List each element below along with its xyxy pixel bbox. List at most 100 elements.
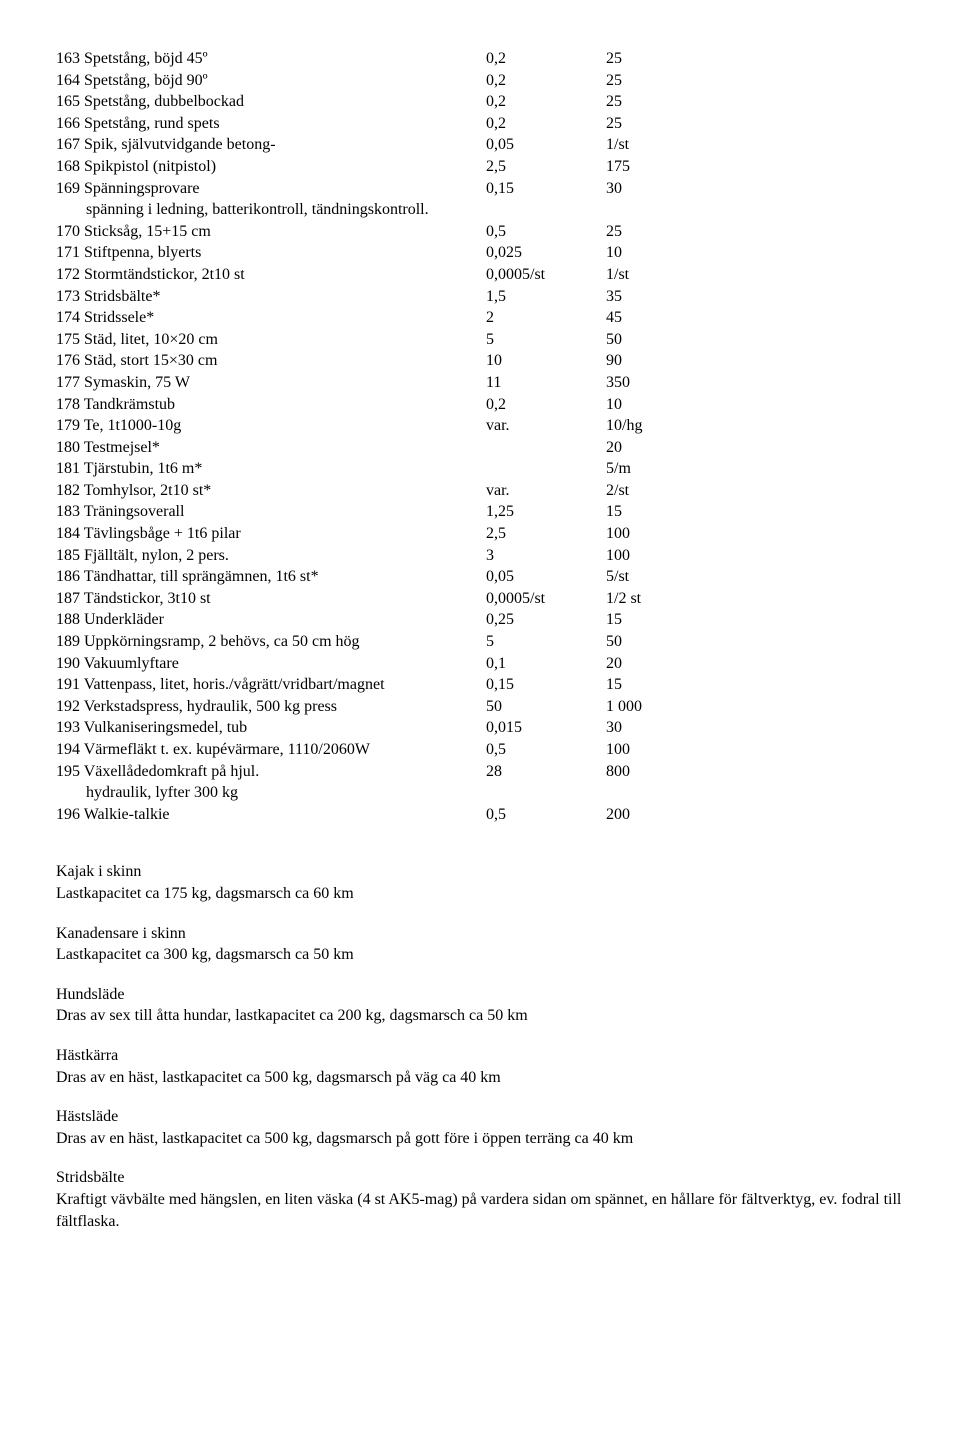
table-row: 174 Stridssele*245 <box>56 307 904 329</box>
row-value-1: 50 <box>486 696 606 718</box>
row-note: spänning i ledning, batterikontroll, tän… <box>56 199 516 221</box>
row-value-2: 25 <box>606 48 726 70</box>
row-desc: 170 Sticksåg, 15+15 cm <box>56 221 486 243</box>
row-value-2: 20 <box>606 653 726 675</box>
table-row: 187 Tändstickor, 3t10 st0,0005/st1/2 st <box>56 588 904 610</box>
row-desc: 172 Stormtändstickor, 2t10 st <box>56 264 486 286</box>
row-value-2: 800 <box>606 761 726 783</box>
section: Kanadensare i skinnLastkapacitet ca 300 … <box>56 923 904 966</box>
row-desc: 165 Spetstång, dubbelbockad <box>56 91 486 113</box>
row-desc: 190 Vakuumlyftare <box>56 653 486 675</box>
row-value-2: 25 <box>606 113 726 135</box>
row-desc: 196 Walkie-talkie <box>56 804 486 826</box>
row-value-1: 0,025 <box>486 242 606 264</box>
section: StridsbälteKraftigt vävbälte med hängsle… <box>56 1167 904 1232</box>
row-value-2: 30 <box>606 178 726 200</box>
row-value-1: 0,2 <box>486 70 606 92</box>
row-value-1: 0,05 <box>486 566 606 588</box>
table-row: 196 Walkie-talkie0,5200 <box>56 804 904 826</box>
row-value-1: 2 <box>486 307 606 329</box>
row-value-1: 0,05 <box>486 134 606 156</box>
description-sections: Kajak i skinnLastkapacitet ca 175 kg, da… <box>56 861 904 1232</box>
row-desc: 194 Värmefläkt t. ex. kupévärmare, 1110/… <box>56 739 486 761</box>
row-value-1: 28 <box>486 761 606 783</box>
row-value-2: 25 <box>606 91 726 113</box>
row-desc: 168 Spikpistol (nitpistol) <box>56 156 486 178</box>
row-value-2: 1 000 <box>606 696 726 718</box>
table-row: 179 Te, 1t1000-10gvar.10/hg <box>56 415 904 437</box>
table-row: 171 Stiftpenna, blyerts0,02510 <box>56 242 904 264</box>
row-value-2: 1/st <box>606 134 726 156</box>
row-value-2: 175 <box>606 156 726 178</box>
row-value-2: 15 <box>606 609 726 631</box>
row-value-1: 10 <box>486 350 606 372</box>
row-desc: 192 Verkstadspress, hydraulik, 500 kg pr… <box>56 696 486 718</box>
row-value-1: 1,25 <box>486 501 606 523</box>
row-value-2: 30 <box>606 717 726 739</box>
row-value-1: 0,15 <box>486 178 606 200</box>
row-value-2: 10/hg <box>606 415 726 437</box>
table-row: 181 Tjärstubin, 1t6 m*5/m <box>56 458 904 480</box>
section-title: Kanadensare i skinn <box>56 923 904 945</box>
row-desc: 180 Testmejsel* <box>56 437 486 459</box>
table-row: 175 Städ, litet, 10×20 cm550 <box>56 329 904 351</box>
section: HundslädeDras av sex till åtta hundar, l… <box>56 984 904 1027</box>
row-desc: 167 Spik, självutvidgande betong- <box>56 134 486 156</box>
table-row: 177 Symaskin, 75 W11350 <box>56 372 904 394</box>
row-value-1: 0,5 <box>486 804 606 826</box>
table-row: 169 Spänningsprovare0,1530 <box>56 178 904 200</box>
row-value-2: 2/st <box>606 480 726 502</box>
table-row: 184 Tävlingsbåge + 1t6 pilar2,5100 <box>56 523 904 545</box>
row-value-1: 0,2 <box>486 394 606 416</box>
row-desc: 173 Stridsbälte* <box>56 286 486 308</box>
row-value-2: 20 <box>606 437 726 459</box>
table-row: 185 Fjälltält, nylon, 2 pers.3100 <box>56 545 904 567</box>
row-value-2: 200 <box>606 804 726 826</box>
section: HästkärraDras av en häst, lastkapacitet … <box>56 1045 904 1088</box>
row-desc: 189 Uppkörningsramp, 2 behövs, ca 50 cm … <box>56 631 486 653</box>
row-desc: 193 Vulkaniseringsmedel, tub <box>56 717 486 739</box>
section-body: Kraftigt vävbälte med hängslen, en liten… <box>56 1189 904 1232</box>
section-body: Lastkapacitet ca 175 kg, dagsmarsch ca 6… <box>56 883 904 905</box>
row-value-2: 50 <box>606 329 726 351</box>
row-desc: 163 Spetstång, böjd 45º <box>56 48 486 70</box>
row-desc: 178 Tandkrämstub <box>56 394 486 416</box>
row-desc: 183 Träningsoverall <box>56 501 486 523</box>
table-row: 191 Vattenpass, litet, horis./vågrätt/vr… <box>56 674 904 696</box>
section-title: Stridsbälte <box>56 1167 904 1189</box>
table-row: 163 Spetstång, böjd 45º0,225 <box>56 48 904 70</box>
row-value-1: 0,2 <box>486 48 606 70</box>
row-desc: 176 Städ, stort 15×30 cm <box>56 350 486 372</box>
table-row: 192 Verkstadspress, hydraulik, 500 kg pr… <box>56 696 904 718</box>
table-row: 173 Stridsbälte*1,535 <box>56 286 904 308</box>
row-value-1: 1,5 <box>486 286 606 308</box>
table-row: 180 Testmejsel* 20 <box>56 437 904 459</box>
table-row: 188 Underkläder0,2515 <box>56 609 904 631</box>
row-value-1: 0,0005/st <box>486 588 606 610</box>
table-row: 183 Träningsoverall1,2515 <box>56 501 904 523</box>
section-body: Dras av sex till åtta hundar, lastkapaci… <box>56 1005 904 1027</box>
row-value-2: 100 <box>606 523 726 545</box>
row-value-1: 5 <box>486 329 606 351</box>
section-title: Hästsläde <box>56 1106 904 1128</box>
table-row: 182 Tomhylsor, 2t10 st*var.2/st <box>56 480 904 502</box>
table-row: 172 Stormtändstickor, 2t10 st0,0005/st1/… <box>56 264 904 286</box>
row-value-2: 100 <box>606 545 726 567</box>
table-row: 186 Tändhattar, till sprängämnen, 1t6 st… <box>56 566 904 588</box>
table-row: 194 Värmefläkt t. ex. kupévärmare, 1110/… <box>56 739 904 761</box>
row-desc: 195 Växellådedomkraft på hjul. <box>56 761 486 783</box>
table-row: 190 Vakuumlyftare0,120 <box>56 653 904 675</box>
row-value-2: 10 <box>606 242 726 264</box>
row-value-2: 45 <box>606 307 726 329</box>
table-row: 166 Spetstång, rund spets0,225 <box>56 113 904 135</box>
table-row: 170 Sticksåg, 15+15 cm0,525 <box>56 221 904 243</box>
row-value-1: 0,2 <box>486 113 606 135</box>
row-value-1: 0,5 <box>486 221 606 243</box>
row-note: hydraulik, lyfter 300 kg <box>56 782 516 804</box>
row-value-1: 3 <box>486 545 606 567</box>
row-value-2: 10 <box>606 394 726 416</box>
table-row: 195 Växellådedomkraft på hjul.28800 <box>56 761 904 783</box>
section-body: Dras av en häst, lastkapacitet ca 500 kg… <box>56 1128 904 1150</box>
section-body: Dras av en häst, lastkapacitet ca 500 kg… <box>56 1067 904 1089</box>
row-value-2: 50 <box>606 631 726 653</box>
